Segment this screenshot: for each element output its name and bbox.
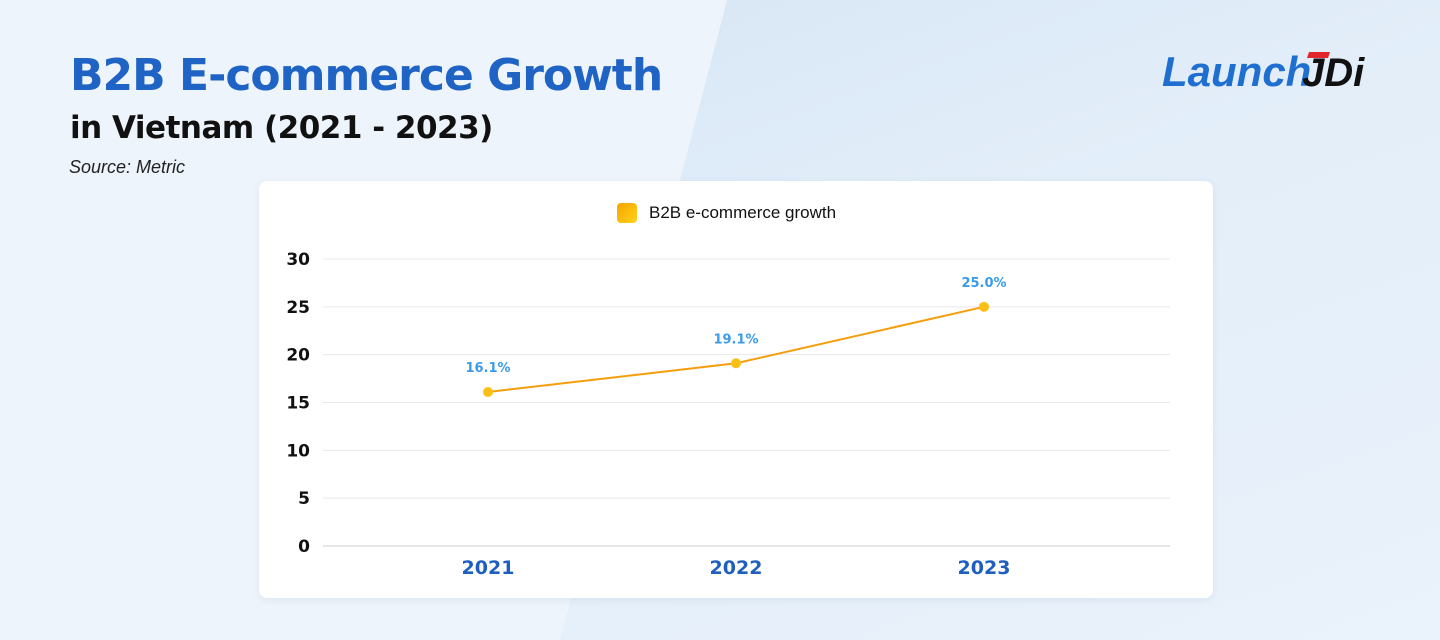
data-point bbox=[979, 301, 989, 312]
x-tick-label: 2022 bbox=[710, 557, 763, 579]
svg-text:JDi: JDi bbox=[1302, 51, 1365, 94]
launchjdi-logo: Launch JDi bbox=[1162, 44, 1392, 95]
page-title: B2B E-commerce Growth bbox=[70, 50, 663, 101]
source-note: Source: Metric bbox=[69, 157, 186, 177]
chart-card bbox=[259, 181, 1213, 598]
series-line bbox=[487, 305, 985, 393]
data-label: 16.1% bbox=[465, 361, 510, 376]
legend-swatch bbox=[617, 203, 637, 223]
page-subtitle: in Vietnam (2021 - 2023) bbox=[70, 110, 493, 146]
data-point bbox=[483, 386, 493, 397]
y-tick-label: 30 bbox=[286, 250, 310, 270]
y-tick-label: 10 bbox=[286, 441, 310, 461]
data-label: 19.1% bbox=[713, 332, 758, 347]
data-label: 25.0% bbox=[961, 276, 1006, 291]
y-tick-label: 5 bbox=[298, 489, 310, 509]
y-tick-label: 0 bbox=[298, 537, 310, 557]
y-tick-label: 25 bbox=[286, 298, 310, 318]
y-tick-label: 20 bbox=[286, 346, 310, 366]
chart-legend[interactable]: B2B e-commerce growth bbox=[617, 203, 836, 223]
y-tick-label: 15 bbox=[286, 394, 310, 414]
x-tick-label: 2023 bbox=[958, 557, 1011, 579]
svg-text:Launch: Launch bbox=[1162, 48, 1311, 94]
x-tick-label: 2021 bbox=[462, 557, 515, 579]
data-point bbox=[731, 358, 741, 369]
legend-label: B2B e-commerce growth bbox=[649, 203, 837, 222]
